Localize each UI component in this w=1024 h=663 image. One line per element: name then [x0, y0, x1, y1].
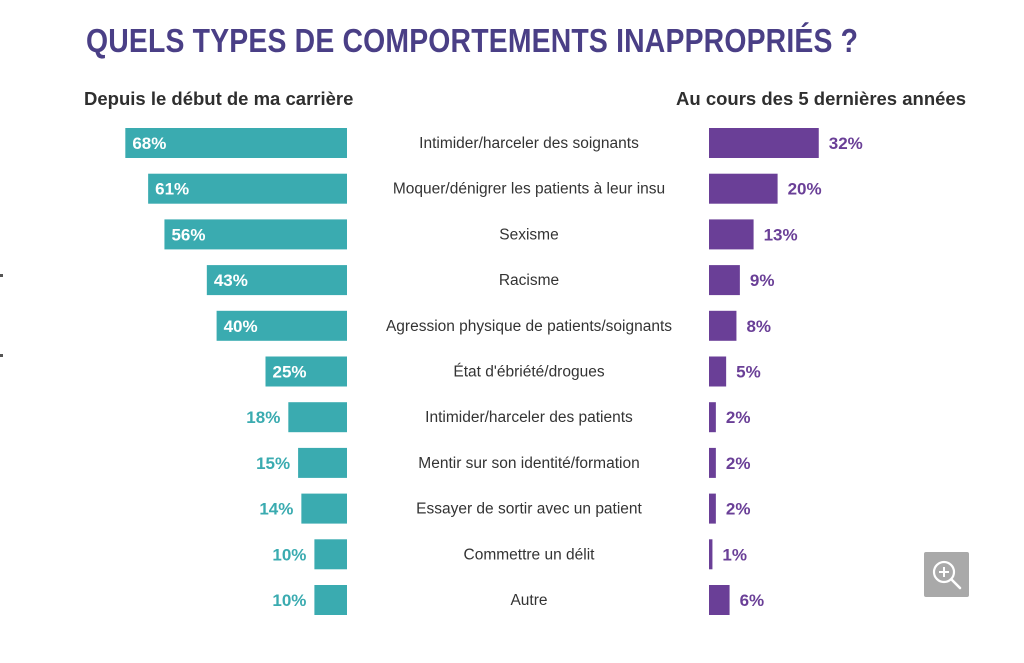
- left-bar: [314, 585, 347, 615]
- right-column-heading: Au cours des 5 dernières années: [676, 88, 966, 109]
- right-value-label: 5%: [736, 363, 761, 382]
- right-bar: [709, 447, 716, 478]
- right-value-label: 20%: [788, 180, 822, 199]
- category-label: Autre: [510, 592, 547, 609]
- right-bar: [709, 265, 740, 296]
- left-value-label: 40%: [224, 317, 258, 336]
- edge-mark: [0, 354, 3, 357]
- left-value-label: 61%: [155, 180, 189, 199]
- zoom-in-icon: [932, 560, 962, 590]
- category-label: Racisme: [499, 272, 559, 289]
- left-value-label: 10%: [272, 591, 306, 610]
- right-bar: [709, 585, 730, 615]
- right-bar: [709, 310, 737, 341]
- left-value-label: 15%: [256, 454, 290, 473]
- right-bar: [709, 173, 778, 204]
- right-bar: [709, 539, 713, 570]
- category-label: Essayer de sortir avec un patient: [416, 501, 642, 518]
- category-label: Intimider/harceler des patients: [425, 409, 633, 426]
- left-value-label: 18%: [246, 408, 280, 427]
- left-bar: [125, 128, 347, 158]
- left-bar: [298, 447, 347, 478]
- left-bar: [314, 539, 347, 570]
- right-value-label: 2%: [726, 408, 751, 427]
- right-bar: [709, 356, 727, 387]
- right-value-label: 2%: [726, 454, 751, 473]
- right-value-label: 13%: [764, 225, 798, 244]
- left-value-label: 43%: [214, 271, 248, 290]
- category-label: Commettre un délit: [464, 546, 596, 563]
- left-bar: [206, 265, 347, 296]
- right-bar: [709, 219, 754, 250]
- right-value-label: 1%: [722, 545, 747, 564]
- category-label: Moquer/dénigrer les patients à leur insu: [393, 181, 665, 198]
- right-value-label: 6%: [740, 591, 765, 610]
- right-value-label: 9%: [750, 271, 775, 290]
- right-bar: [709, 128, 819, 158]
- right-bar: [709, 493, 716, 524]
- left-bar: [164, 219, 347, 250]
- left-value-label: 10%: [272, 545, 306, 564]
- edge-mark: [0, 274, 3, 277]
- left-bar: [216, 310, 347, 341]
- category-label: État d'ébriété/drogues: [453, 364, 604, 381]
- category-label: Mentir sur son identité/formation: [418, 455, 639, 472]
- left-bar: [288, 402, 347, 433]
- right-value-label: 8%: [746, 317, 771, 336]
- left-value-label: 14%: [259, 500, 293, 519]
- left-bar: [265, 356, 347, 387]
- left-bar: [148, 173, 347, 204]
- zoom-in-button[interactable]: [924, 552, 969, 597]
- left-column-heading: Depuis le début de ma carrière: [84, 88, 354, 109]
- category-label: Agression physique de patients/soignants: [386, 318, 672, 335]
- right-bar: [709, 402, 716, 433]
- right-value-label: 32%: [829, 134, 863, 153]
- left-value-label: 56%: [171, 225, 205, 244]
- left-bar: [301, 493, 347, 524]
- left-value-label: 68%: [132, 134, 166, 153]
- category-label: Sexisme: [499, 226, 558, 243]
- left-value-label: 25%: [273, 363, 307, 382]
- chart-title: QUELS TYPES DE COMPORTEMENTS INAPPROPRIÉ…: [86, 22, 859, 59]
- right-value-label: 2%: [726, 500, 751, 519]
- category-label: Intimider/harceler des soignants: [419, 135, 639, 152]
